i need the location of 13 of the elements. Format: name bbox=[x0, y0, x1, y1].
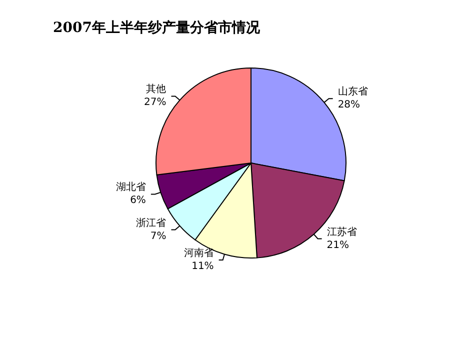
slice-label: 浙江省 bbox=[136, 216, 166, 229]
data-label: 27% bbox=[144, 97, 166, 108]
data-label: 28% bbox=[338, 100, 360, 111]
slice-label: 河南省 bbox=[184, 246, 214, 259]
data-label: 7% bbox=[150, 230, 166, 242]
slice-label: 山东省 bbox=[338, 86, 368, 98]
slice-label: 其他 bbox=[146, 83, 166, 96]
slice-label: 湖北省 bbox=[116, 181, 146, 194]
data-label: 6% bbox=[130, 195, 146, 206]
slice-label: 江苏省 bbox=[326, 226, 357, 238]
data-label: 21% bbox=[326, 240, 350, 251]
chart-title: 2007年上半年纱产量分省市情况 bbox=[53, 19, 261, 36]
data-label: 11% bbox=[192, 260, 214, 272]
